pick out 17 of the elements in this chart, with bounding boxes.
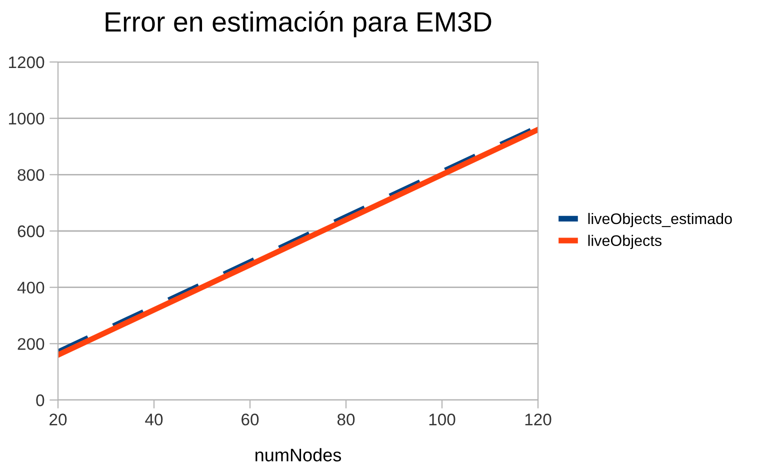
x-tick-label: 120	[525, 414, 552, 426]
y-tick-label: 600	[18, 225, 44, 238]
y-tick-label: 1200	[9, 56, 44, 68]
y-tick-label: 200	[18, 338, 44, 350]
x-tick-label: 40	[145, 414, 163, 426]
y-tick-label: 1000	[9, 112, 44, 125]
x-tick-label: 100	[429, 414, 456, 426]
x-tick-label: 80	[337, 414, 355, 426]
legend-label: liveObjects_estimado	[588, 212, 732, 228]
x-tick-label: 60	[242, 414, 259, 426]
x-axis-title: numNodes	[256, 448, 342, 462]
chart-title: Error en estimación para EM3D	[106, 10, 492, 38]
y-tick-label: 0	[36, 394, 44, 406]
x-tick-label: 20	[50, 414, 67, 426]
y-tick-label: 800	[18, 169, 44, 181]
y-tick-label: 400	[17, 282, 44, 294]
legend-label: liveObjects	[588, 234, 662, 250]
